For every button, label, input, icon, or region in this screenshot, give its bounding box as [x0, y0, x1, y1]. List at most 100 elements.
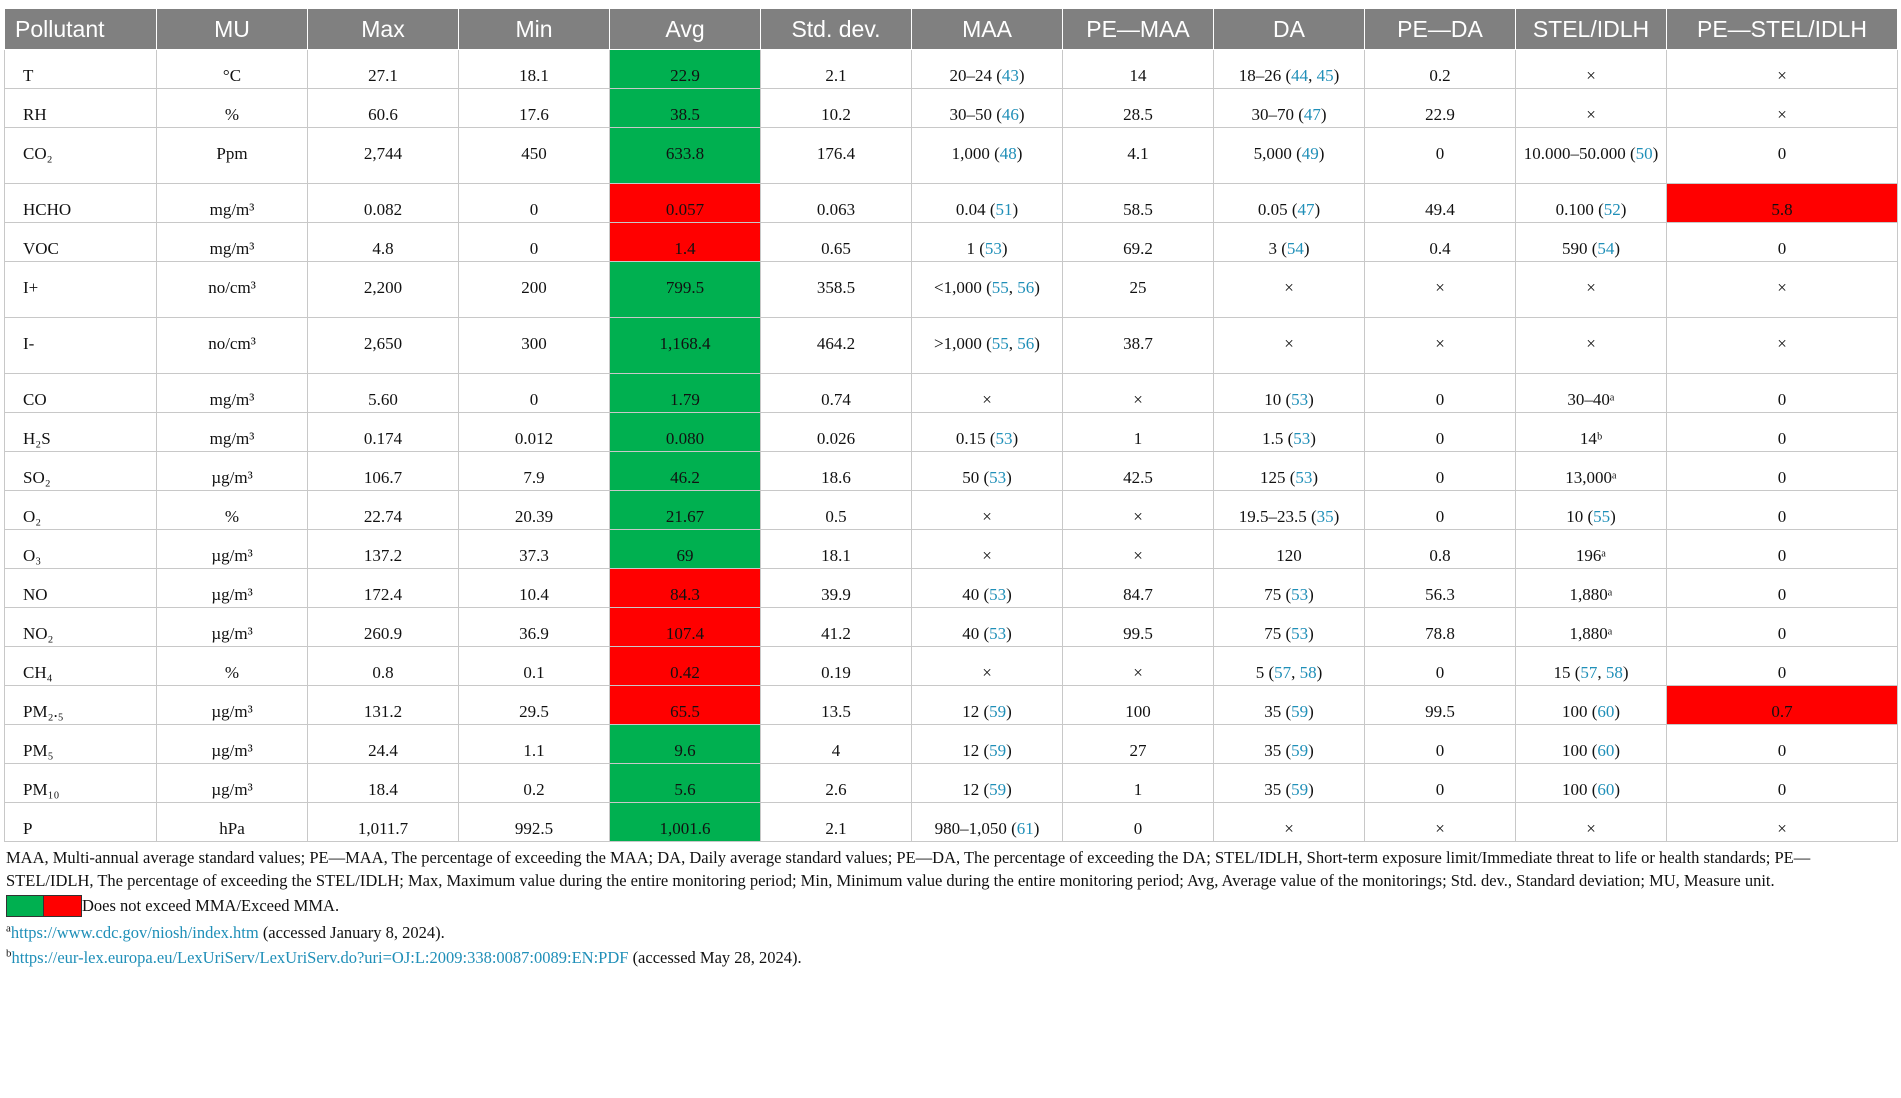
cell-value: 42.5	[1123, 468, 1153, 487]
reference-link[interactable]: 60	[1597, 741, 1615, 760]
stel-idlh-cell: 30–40ᵃ	[1515, 373, 1667, 413]
footnote-a-link[interactable]: https://www.cdc.gov/niosh/index.htm	[10, 923, 259, 942]
pe-stel-idlh-cell: ×	[1666, 88, 1898, 128]
avg-cell: 38.5	[609, 88, 761, 128]
reference-link[interactable]: 35	[1316, 507, 1334, 526]
reference-link[interactable]: 47	[1297, 200, 1315, 219]
reference-link[interactable]: 53	[1295, 468, 1313, 487]
reference-link[interactable]: 44	[1291, 66, 1309, 85]
avg-cell: 21.67	[609, 490, 761, 530]
max-cell: 5.60	[307, 373, 459, 413]
cell-value: 13,000ᵃ	[1565, 468, 1617, 487]
cell-value: 9.6	[674, 741, 696, 760]
cell-value: 0.057	[665, 200, 705, 219]
cell-value: 0.174	[363, 429, 403, 448]
reference-link[interactable]: 61	[1016, 819, 1034, 838]
reference-link[interactable]: 46	[1001, 105, 1019, 124]
reference-link[interactable]: 54	[1286, 239, 1304, 258]
cell-value: <1,000	[934, 278, 982, 297]
reference-link[interactable]: 55	[1593, 507, 1611, 526]
cell-value: 46.2	[670, 468, 700, 487]
da-cell: 18–26 (44, 45)	[1213, 49, 1365, 89]
reference-link[interactable]: 53	[1291, 390, 1309, 409]
reference-link[interactable]: 51	[995, 200, 1013, 219]
cell-value: HCHO	[23, 200, 72, 219]
reference-link[interactable]: 47	[1303, 105, 1321, 124]
unit-cell: °C	[156, 49, 308, 89]
reference-link[interactable]: 59	[1291, 741, 1309, 760]
pe-stel-idlh-cell: 0	[1666, 127, 1898, 184]
min-cell: 17.6	[458, 88, 610, 128]
reference-link[interactable]: 54	[1597, 239, 1615, 258]
min-cell: 37.3	[458, 529, 610, 569]
cell-value: mg/m³	[209, 429, 255, 448]
maa-cell: 12 (59)	[911, 685, 1063, 725]
cell-value: 12	[962, 702, 980, 721]
reference-link[interactable]: 59	[1291, 702, 1309, 721]
unit-cell: µg/m³	[156, 724, 308, 764]
table-row: CO₂ Ppm 2,744 450 633.8 176.4 1,000 (48) 4.1 5,0…	[4, 127, 1898, 184]
cell-value: ×	[1435, 819, 1445, 838]
maa-cell: <1,000 (55, 56)	[911, 261, 1063, 318]
cell-value: %	[224, 507, 240, 526]
reference-link[interactable]: 58	[1605, 663, 1623, 682]
cell-value: µg/m³	[211, 741, 253, 760]
avg-cell: 633.8	[609, 127, 761, 184]
cell-value: 17.6	[519, 105, 549, 124]
reference-link[interactable]: 45	[1316, 66, 1334, 85]
reference-link[interactable]: 57	[1274, 663, 1292, 682]
cell-value: 30–50	[949, 105, 992, 124]
reference-link[interactable]: 53	[1291, 585, 1309, 604]
reference-link[interactable]: 58	[1299, 663, 1317, 682]
reference-link[interactable]: 55	[991, 278, 1009, 297]
unit-cell: µg/m³	[156, 529, 308, 569]
reference-link[interactable]: 50	[1635, 144, 1653, 163]
reference-link[interactable]: 52	[1603, 200, 1621, 219]
reference-link[interactable]: 53	[989, 624, 1007, 643]
cell-value: no/cm³	[208, 334, 256, 353]
pollutant-cell: O₃	[4, 529, 157, 569]
stel-idlh-cell: 100 (60)	[1515, 724, 1667, 764]
cell-value: ×	[1777, 66, 1787, 85]
max-cell: 27.1	[307, 49, 459, 89]
reference-link[interactable]: 57	[1580, 663, 1598, 682]
column-header: DA	[1213, 8, 1365, 50]
max-cell: 2,744	[307, 127, 459, 184]
unit-cell: mg/m³	[156, 222, 308, 262]
reference-link[interactable]: 59	[989, 741, 1007, 760]
reference-link[interactable]: 59	[989, 702, 1007, 721]
reference-link[interactable]: 48	[999, 144, 1017, 163]
unit-cell: %	[156, 88, 308, 128]
reference-link[interactable]: 43	[1001, 66, 1019, 85]
reference-link[interactable]: 53	[1291, 624, 1309, 643]
cell-value: 0.026	[816, 429, 856, 448]
footnote-b-link[interactable]: https://eur-lex.europa.eu/LexUriServ/Lex…	[11, 948, 629, 967]
cell-value: 14	[1129, 66, 1147, 85]
cell-value: NO₂	[23, 624, 54, 643]
reference-link[interactable]: 53	[989, 585, 1007, 604]
cell-value: RH	[23, 105, 47, 124]
pe-stel-idlh-cell: 0	[1666, 490, 1898, 530]
cell-value: ×	[1586, 278, 1596, 297]
reference-link[interactable]: 59	[989, 780, 1007, 799]
reference-link[interactable]: 55	[991, 334, 1009, 353]
reference-link[interactable]: 53	[995, 429, 1013, 448]
pe-stel-idlh-cell: 0	[1666, 724, 1898, 764]
reference-link[interactable]: 53	[984, 239, 1002, 258]
reference-link[interactable]: 60	[1597, 702, 1615, 721]
table-footer: MAA, Multi-annual average standard value…	[4, 846, 1897, 969]
reference-link[interactable]: 56	[1017, 334, 1035, 353]
reference-link[interactable]: 53	[1293, 429, 1311, 448]
da-cell: 75 (53)	[1213, 607, 1365, 647]
reference-link[interactable]: 59	[1291, 780, 1309, 799]
max-cell: 18.4	[307, 763, 459, 803]
min-cell: 7.9	[458, 451, 610, 491]
reference-link[interactable]: 53	[989, 468, 1007, 487]
stel-idlh-cell: 1,880ᵃ	[1515, 568, 1667, 608]
std-dev-cell: 18.6	[760, 451, 912, 491]
reference-link[interactable]: 49	[1301, 144, 1319, 163]
cell-value: 10	[1264, 390, 1282, 409]
stel-idlh-cell: ×	[1515, 261, 1667, 318]
reference-link[interactable]: 60	[1597, 780, 1615, 799]
reference-link[interactable]: 56	[1017, 278, 1035, 297]
